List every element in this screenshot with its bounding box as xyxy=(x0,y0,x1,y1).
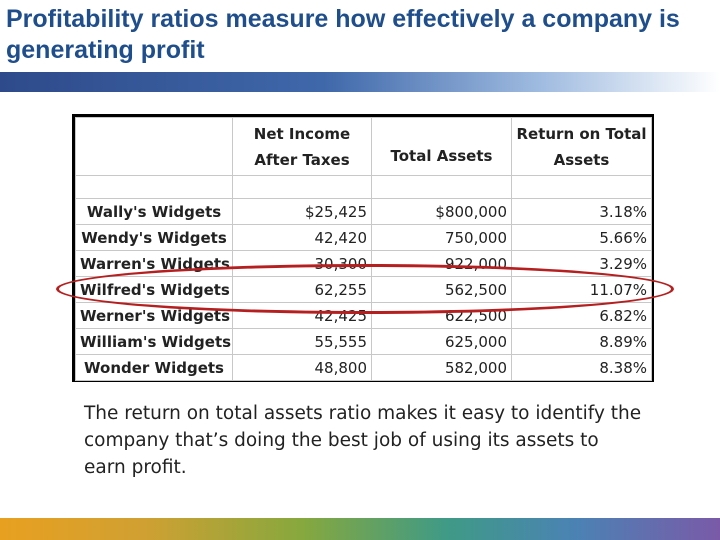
net-income-cell: 42,420 xyxy=(232,224,372,251)
net-income-cell: 48,800 xyxy=(232,354,372,381)
net-income-cell: 62,255 xyxy=(232,276,372,303)
roa-cell: 8.38% xyxy=(511,354,652,381)
company-name: Wilfred's Widgets xyxy=(75,276,233,303)
total-assets-cell: 582,000 xyxy=(371,354,512,381)
table-row: Wendy's Widgets 42,420 750,000 5.66% xyxy=(75,224,652,251)
header-company xyxy=(75,117,233,176)
table-row: Wonder Widgets 48,800 582,000 8.38% xyxy=(75,354,652,381)
ratio-table: Net Income After Taxes Total Assets Retu… xyxy=(75,117,652,381)
title-underline-bar xyxy=(0,72,720,92)
footer-gradient-bar xyxy=(0,518,720,540)
roa-cell: 8.89% xyxy=(511,328,652,355)
roa-cell: 6.82% xyxy=(511,302,652,329)
roa-cell: 3.29% xyxy=(511,250,652,277)
roa-cell: 11.07% xyxy=(511,276,652,303)
net-income-cell: 55,555 xyxy=(232,328,372,355)
table-row: Warren's Widgets 30,300 922,000 3.29% xyxy=(75,250,652,277)
table-row: Werner's Widgets 42,425 622,500 6.82% xyxy=(75,302,652,329)
company-name: Wonder Widgets xyxy=(75,354,233,381)
slide-title: Profitability ratios measure how effecti… xyxy=(6,5,680,64)
total-assets-cell: 625,000 xyxy=(371,328,512,355)
header-total-assets: Total Assets xyxy=(371,117,512,176)
net-income-cell: 30,300 xyxy=(232,250,372,277)
company-name: William's Widgets xyxy=(75,328,233,355)
table-header-row: Net Income After Taxes Total Assets Retu… xyxy=(75,117,652,176)
roa-cell: 5.66% xyxy=(511,224,652,251)
company-name: Werner's Widgets xyxy=(75,302,233,329)
table-spacer-row xyxy=(75,175,652,199)
total-assets-cell: 562,500 xyxy=(371,276,512,303)
caption-text: The return on total assets ratio makes i… xyxy=(84,403,642,478)
table-row-highlighted: Wilfred's Widgets 62,255 562,500 11.07% xyxy=(75,276,652,303)
header-net-income: Net Income After Taxes xyxy=(232,117,372,176)
total-assets-cell: 922,000 xyxy=(371,250,512,277)
company-name: Wally's Widgets xyxy=(75,198,233,225)
total-assets-cell: $800,000 xyxy=(371,198,512,225)
company-name: Wendy's Widgets xyxy=(75,224,233,251)
roa-cell: 3.18% xyxy=(511,198,652,225)
company-name: Warren's Widgets xyxy=(75,250,233,277)
table-row: Wally's Widgets $25,425 $800,000 3.18% xyxy=(75,198,652,225)
header-return-on-total-assets: Return on Total Assets xyxy=(511,117,652,176)
net-income-cell: 42,425 xyxy=(232,302,372,329)
total-assets-cell: 622,500 xyxy=(371,302,512,329)
table-row: William's Widgets 55,555 625,000 8.89% xyxy=(75,328,652,355)
net-income-cell: $25,425 xyxy=(232,198,372,225)
ratio-table-frame: Net Income After Taxes Total Assets Retu… xyxy=(72,114,654,382)
total-assets-cell: 750,000 xyxy=(371,224,512,251)
